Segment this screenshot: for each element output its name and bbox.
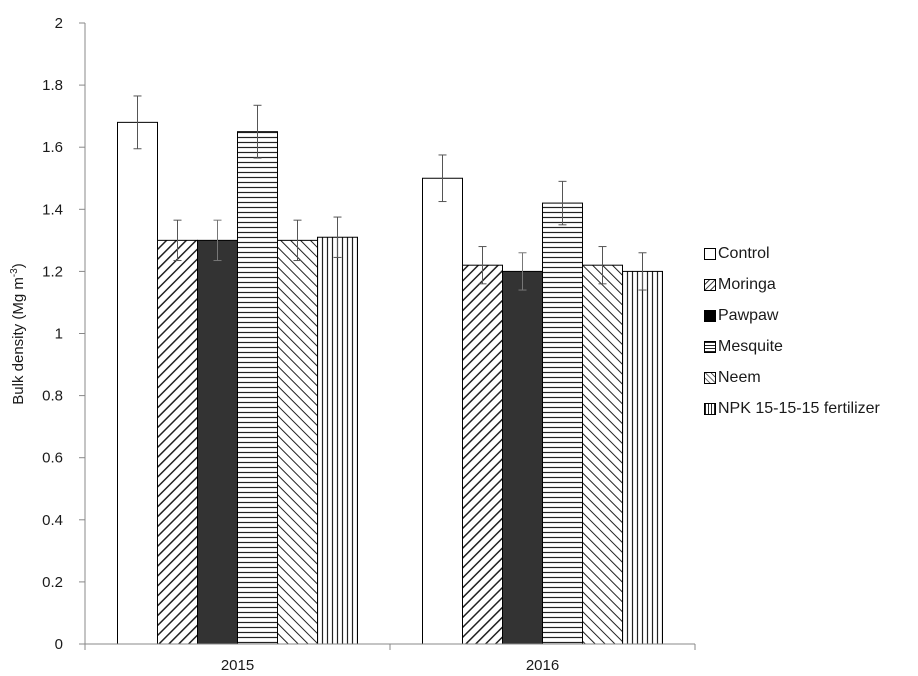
legend-item: Moringa <box>704 269 880 300</box>
legend-swatch-box <box>704 278 716 291</box>
legend-swatch-box <box>704 402 716 415</box>
y-tick-label: 0.6 <box>42 450 63 467</box>
legend-label: Pawpaw <box>718 306 779 324</box>
bars <box>117 121 663 645</box>
legend-swatch <box>704 340 716 353</box>
bar-control-2016 <box>422 177 463 645</box>
legend-item: Mesquite <box>704 331 880 362</box>
y-tick-label: 1.4 <box>42 201 63 218</box>
legend-item: Neem <box>704 362 880 393</box>
bar-mesquite-2015 <box>237 131 278 645</box>
error-bars <box>133 95 647 291</box>
bar-neem-2015 <box>277 239 318 645</box>
legend-swatch-box <box>704 309 716 322</box>
legend-label: NPK 15-15-15 fertilizer <box>718 399 880 417</box>
bar-pawpaw-2015 <box>197 239 238 645</box>
legend-item: Control <box>704 238 880 269</box>
x-tick-label: 2016 <box>526 657 559 674</box>
legend-swatch <box>704 278 716 291</box>
y-axis-title: Bulk density (Mg m-3) <box>9 263 27 404</box>
y-tick-label: 1.2 <box>42 263 63 280</box>
legend-swatch <box>704 309 716 322</box>
bar-mesquite-2016 <box>542 202 583 645</box>
x-tick-label: 2015 <box>221 657 254 674</box>
legend: Control Moringa Pawpaw Mesquite Neem NPK 15-1… <box>704 238 880 424</box>
legend-label: Control <box>718 244 770 262</box>
y-tick-label: 1 <box>55 326 63 343</box>
legend-label: Mesquite <box>718 337 783 355</box>
y-axis-ticks: 0 0.2 0.4 0.6 0.8 1 1.2 1.4 1.6 1.8 2 <box>42 15 85 653</box>
y-tick-label: 0.8 <box>42 388 63 405</box>
y-axis-title-superscript: -3 <box>9 268 20 277</box>
y-tick-label: 0.2 <box>42 574 63 591</box>
y-tick-label: 0.4 <box>42 512 63 529</box>
y-tick-label: 0 <box>55 636 63 653</box>
legend-swatch <box>704 247 716 260</box>
legend-item: NPK 15-15-15 fertilizer <box>704 393 880 424</box>
y-tick-label: 1.6 <box>42 139 63 156</box>
legend-label: Neem <box>718 368 761 386</box>
y-axis-title-tail: ) <box>10 263 27 268</box>
legend-swatch <box>704 371 716 384</box>
bar-npk-15-15-15-fertilizer-2016 <box>622 270 663 645</box>
bar-pawpaw-2016 <box>502 270 543 645</box>
bar-moringa-2016 <box>462 264 503 645</box>
legend-swatch-box <box>704 340 716 353</box>
bar-control-2015 <box>117 121 158 645</box>
legend-swatch-box <box>704 247 716 260</box>
bar-neem-2016 <box>582 264 623 645</box>
y-tick-label: 1.8 <box>42 77 63 94</box>
x-axis-labels: 2015 2016 <box>221 657 559 674</box>
bar-moringa-2015 <box>157 239 198 645</box>
y-axis-title-main: Bulk density (Mg m <box>10 277 27 405</box>
legend-swatch-box <box>704 371 716 384</box>
y-tick-label: 2 <box>55 15 63 32</box>
bar-npk-15-15-15-fertilizer-2015 <box>317 236 358 645</box>
legend-item: Pawpaw <box>704 300 880 331</box>
legend-label: Moringa <box>718 275 776 293</box>
legend-swatch <box>704 402 716 415</box>
